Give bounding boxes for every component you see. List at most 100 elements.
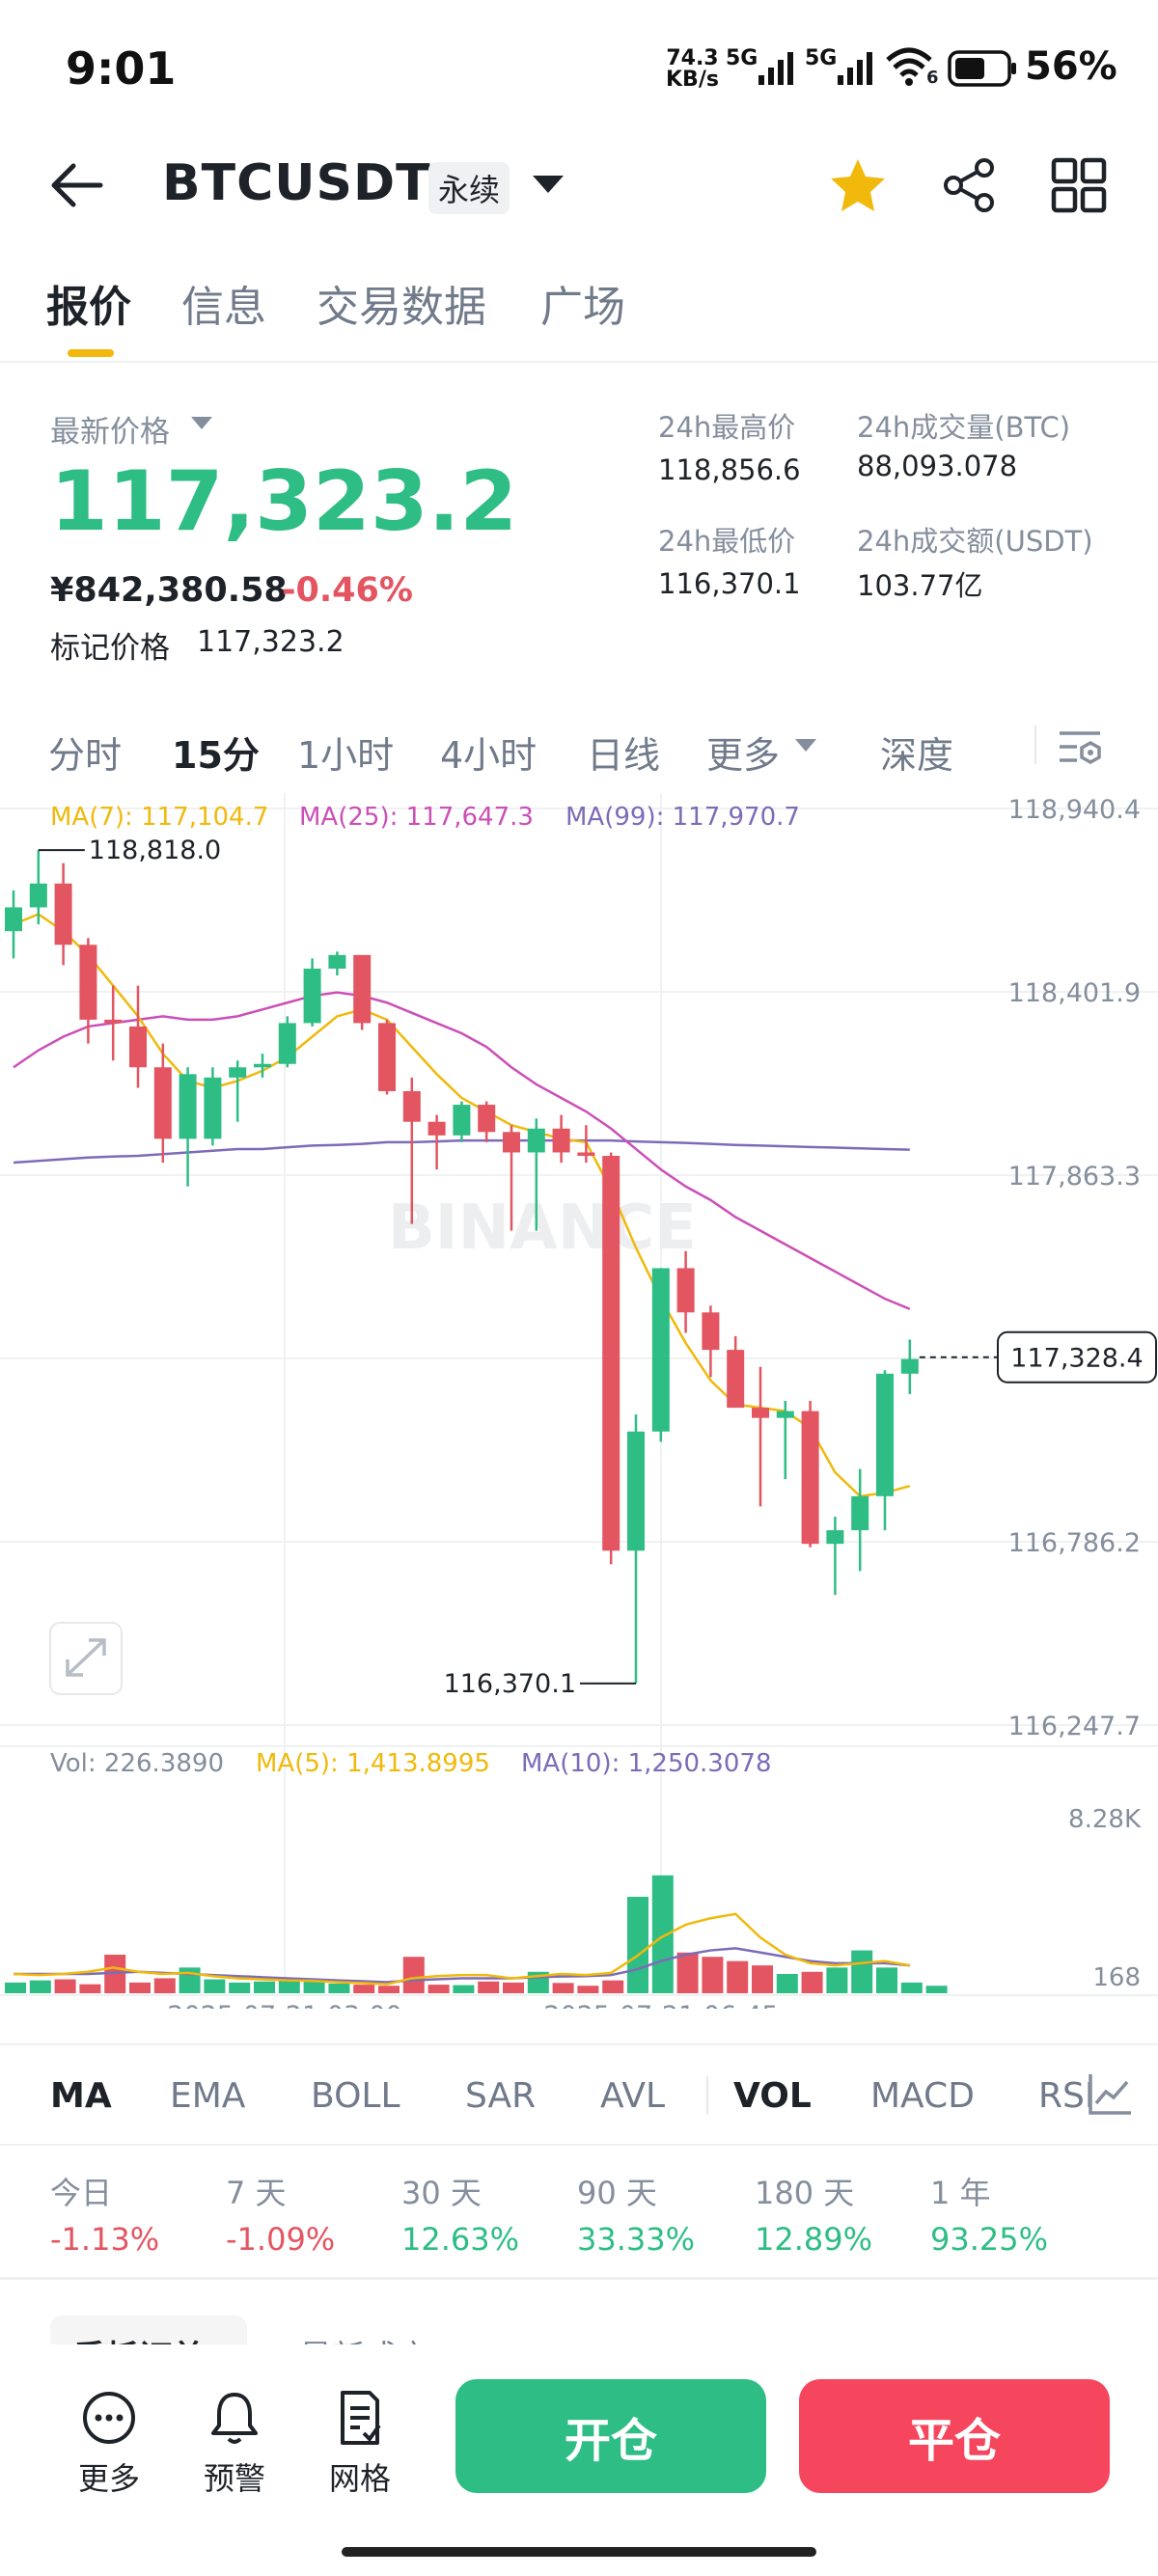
indicator-ema[interactable]: EMA [170, 2076, 246, 2116]
candle-body [478, 1105, 496, 1133]
price-axis: 118,940.4118,401.9117,863.3117,324.8116,… [1008, 795, 1141, 1741]
perf-label-180d: 180 天 [755, 2175, 855, 2211]
alert-button[interactable]: 预警 [181, 2389, 288, 2499]
indicator-ma[interactable]: MA [50, 2076, 112, 2116]
symbol-dropdown-icon[interactable] [529, 172, 567, 197]
price-type-dropdown-icon[interactable] [189, 415, 214, 432]
contract-type-badge: 永续 [428, 162, 510, 214]
candle-body [727, 1350, 745, 1409]
vol-ma5-legend: MA(5): 1,413.8995 [256, 1749, 490, 1778]
time-axis-label: 2025-07-21 03:00 [167, 2001, 401, 2009]
time-axis-label: 2025-07-21 06:45 [543, 2001, 778, 2009]
volume-bar [900, 1982, 923, 1993]
volume-bar [29, 1980, 51, 1993]
favorite-star-icon[interactable] [828, 156, 888, 214]
volume-bar [353, 1985, 375, 1993]
price-tick-label: 118,401.9 [1008, 978, 1141, 1008]
tab-quote[interactable]: 报价 [46, 283, 131, 332]
volume-bar [79, 1984, 101, 1993]
volume-bar [602, 1980, 624, 1993]
indicator-sar[interactable]: SAR [465, 2076, 537, 2116]
vol-ma5-path [13, 1912, 911, 1986]
current-price-tag-label: 117,328.4 [1010, 1344, 1143, 1374]
tab-trading-data[interactable]: 交易数据 [317, 283, 486, 332]
interval-tab-depth[interactable]: 深度 [880, 734, 954, 777]
divider [706, 2076, 708, 2115]
indicator-rsi[interactable]: RSI [1038, 2076, 1095, 2116]
candle-body [54, 883, 72, 945]
more-dropdown-icon[interactable] [793, 737, 818, 754]
indicator-macd[interactable]: MACD [870, 2076, 975, 2116]
chart-watermark: BINANCE [388, 1192, 697, 1264]
volume-bar [254, 1981, 275, 1993]
volume-layer [5, 1875, 948, 1993]
tab-active-indicator [68, 349, 114, 357]
volume-bar [776, 1974, 798, 1993]
indicator-avl[interactable]: AVL [600, 2076, 666, 2116]
vol-usdt-label: 24h成交额(USDT) [857, 525, 1093, 558]
last-price-label[interactable]: 最新价格 [50, 415, 170, 450]
indicator-vol[interactable]: VOL [733, 2076, 812, 2116]
volume-bar [278, 1980, 300, 1993]
tab-info[interactable]: 信息 [181, 283, 266, 332]
wifi-badge: 6 [926, 68, 939, 88]
volume-bar [204, 1979, 226, 1993]
candle-body [900, 1358, 919, 1374]
volume-bar [727, 1960, 749, 1993]
share-icon[interactable] [940, 156, 998, 214]
vol-ma10-path [14, 1947, 910, 1984]
interval-tab-1d[interactable]: 日线 [587, 734, 661, 777]
expand-icon [66, 1638, 106, 1677]
battery-icon [948, 50, 1016, 87]
interval-tab-4h[interactable]: 4小时 [440, 734, 538, 777]
kline-chart[interactable]: BINANCE 118,940.4 118,401.9 117,863.3 117,3… [0, 793, 1158, 2009]
candle-body [801, 1411, 819, 1545]
ma25-line [13, 991, 911, 1310]
volume-bar [179, 1967, 201, 1993]
candles-layer [5, 850, 919, 1684]
volume-bar [503, 1982, 524, 1993]
cny-price: ¥842,380.58 [50, 571, 288, 610]
candle-body [278, 1023, 296, 1064]
indicator-chart-icon[interactable] [1085, 2070, 1135, 2119]
interval-tab-timeline[interactable]: 分时 [48, 734, 123, 777]
perf-value-7d: -1.09% [226, 2221, 336, 2258]
candle-body [651, 1268, 670, 1432]
price-tick-label: 118,940.4 [1008, 795, 1141, 825]
chart-settings-icon[interactable] [1056, 726, 1104, 770]
back-arrow-icon[interactable] [48, 162, 106, 208]
volume-bar [402, 1957, 425, 1993]
battery-percent: 56% [1025, 44, 1117, 89]
candle-body [254, 1063, 271, 1068]
volume-bar [627, 1897, 648, 1993]
tab-square[interactable]: 广场 [540, 283, 625, 332]
perf-value-90d: 33.33% [577, 2221, 696, 2258]
candle-body [876, 1373, 894, 1496]
fullscreen-button[interactable] [49, 1622, 123, 1695]
candle-body [104, 1019, 123, 1024]
more-button[interactable]: 更多 [56, 2389, 162, 2499]
grid-label: 网格 [328, 2460, 391, 2497]
candle-body [702, 1312, 720, 1351]
divider [0, 2144, 1158, 2146]
symbol-title[interactable]: BTCUSDT [162, 154, 431, 212]
interval-tab-1h[interactable]: 1小时 [297, 734, 395, 777]
candle-body [229, 1067, 247, 1078]
volume-bar [876, 1967, 897, 1993]
grid-button[interactable]: 网格 [307, 2389, 413, 2499]
interval-tab-15m[interactable]: 15分 [172, 734, 260, 777]
volume-bar [5, 1982, 26, 1993]
indicator-boll[interactable]: BOLL [311, 2076, 400, 2116]
interval-tab-more[interactable]: 更多 [706, 734, 781, 777]
grid-document-icon [341, 2391, 381, 2445]
open-position-button[interactable]: 开仓 [455, 2379, 766, 2493]
time-axis: 2025-07-21 03:00 2025-07-21 06:45 [167, 2001, 778, 2009]
low-marker-label: 116,370.1 [444, 1669, 576, 1699]
grid-menu-icon[interactable] [1050, 156, 1108, 214]
volume-bar [552, 1983, 574, 1993]
close-position-button[interactable]: 平仓 [799, 2379, 1110, 2493]
candle-body [353, 954, 372, 1024]
candle-body [79, 945, 97, 1020]
candle-body [29, 883, 47, 908]
high-24h: 118,856.6 [658, 453, 801, 486]
